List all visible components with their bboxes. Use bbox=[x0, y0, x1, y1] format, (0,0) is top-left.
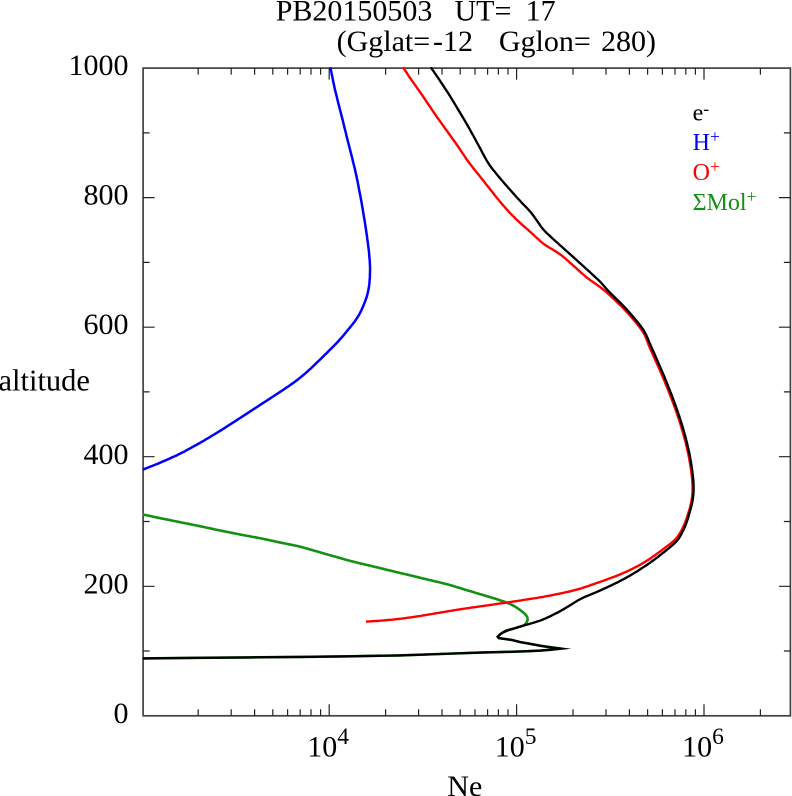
svg-text:1000: 1000 bbox=[69, 49, 129, 82]
svg-text:ΣMol+: ΣMol+ bbox=[693, 187, 757, 217]
svg-text:400: 400 bbox=[84, 438, 129, 471]
svg-text:(Gglat=: (Gglat= bbox=[337, 25, 431, 58]
svg-text:Gglon=: Gglon= bbox=[499, 25, 591, 58]
svg-text:UT=: UT= bbox=[455, 0, 512, 27]
svg-text:0: 0 bbox=[114, 697, 129, 730]
svg-text:altitude: altitude bbox=[0, 363, 90, 397]
svg-text:PB20150503: PB20150503 bbox=[276, 0, 433, 27]
svg-text:Ne: Ne bbox=[447, 770, 482, 796]
svg-text:200: 200 bbox=[84, 567, 129, 600]
svg-text:104: 104 bbox=[307, 724, 349, 763]
svg-text:17: 17 bbox=[526, 0, 556, 27]
svg-text:106: 106 bbox=[682, 724, 724, 763]
svg-text:600: 600 bbox=[84, 308, 129, 341]
svg-text:-12: -12 bbox=[433, 25, 473, 58]
svg-text:800: 800 bbox=[84, 179, 129, 212]
svg-text:280): 280) bbox=[601, 25, 656, 58]
